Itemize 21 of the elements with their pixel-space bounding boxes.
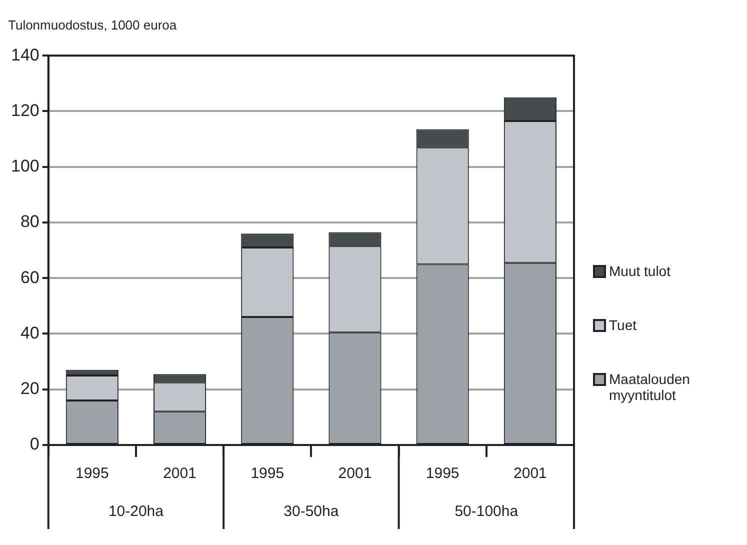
x-tick-label: 1995 [426, 465, 460, 482]
y-tick-label: 0 [30, 434, 40, 454]
y-tick-label: 140 [10, 45, 40, 64]
text: 30-50ha [284, 503, 340, 520]
text: 10-20ha [108, 503, 164, 520]
y-tick-label: 40 [20, 323, 40, 342]
y-tick-label: 80 [20, 212, 40, 232]
chart-title: Tulonmuodostus, 1000 euroa [8, 17, 178, 32]
x-tick-label: 2001 [514, 465, 547, 482]
x-tick-label: 1995 [75, 465, 109, 482]
x-tick-label: 1995 [250, 465, 284, 482]
legend-label: Maatalouden myyntitulot [609, 371, 691, 403]
x-tick-label: 2001 [163, 465, 196, 482]
x-tick-label: 2001 [338, 465, 372, 482]
y-tick-label: 20 [20, 379, 40, 398]
legend-label: Muut tulot [609, 263, 670, 279]
y-tick-label: 60 [20, 268, 40, 287]
y-tick-label: 100 [10, 156, 40, 176]
text: 50-100ha [454, 503, 519, 520]
y-tick-label: 120 [10, 100, 40, 120]
legend-label: Tuet [609, 317, 636, 333]
